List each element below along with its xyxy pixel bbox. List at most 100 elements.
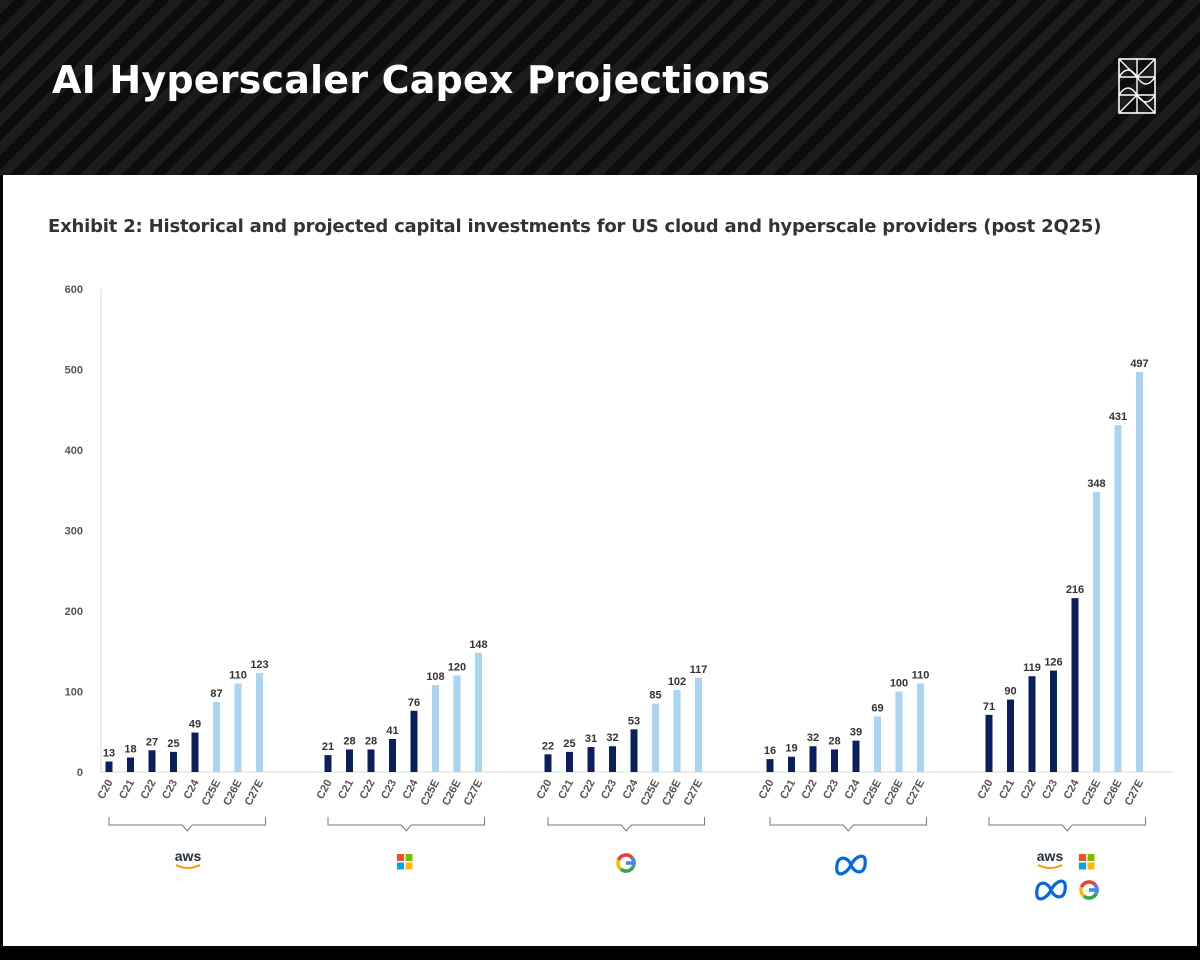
x-tick-label: C27E [904,778,928,808]
x-tick-label: C21 [117,778,137,801]
bar [1028,676,1036,772]
x-tick-label: C24 [182,777,202,801]
y-tick-label: 200 [65,606,83,618]
x-tick-label: C24 [401,777,421,801]
data-label: 71 [983,701,995,713]
x-tick-label: C26E [221,778,245,808]
x-tick-label: C25E [639,778,663,808]
data-label: 110 [912,669,930,681]
data-label: 32 [606,732,618,744]
exhibit-title: Exhibit 2: Historical and projected capi… [48,216,1102,237]
x-tick-label: C21 [556,778,576,801]
data-label: 31 [585,733,597,745]
x-tick-label: C24 [843,777,863,801]
data-label: 41 [386,725,398,737]
data-label: 25 [563,738,575,750]
x-tick-label: C23 [379,778,399,801]
google-logo-icon [616,859,623,871]
data-label: 19 [785,743,797,755]
data-label: 431 [1109,411,1127,423]
microsoft-logo-icon [1087,854,1095,861]
x-tick-label: C27E [682,778,706,808]
bar [652,703,659,772]
data-label: 90 [1004,686,1016,698]
bar [1007,699,1014,772]
data-label: 39 [850,727,862,739]
data-label: 13 [103,748,115,760]
aws-logo-icon: aws [1037,848,1064,864]
bar [985,714,993,772]
data-label: 87 [210,688,222,700]
page-title: AI Hyperscaler Capex Projections [52,58,771,102]
data-label: 25 [167,738,179,750]
aws-smile-icon [1037,864,1063,869]
microsoft-logo-icon [405,862,413,870]
data-label: 126 [1044,657,1062,669]
x-tick-label: C23 [599,778,619,801]
bar [831,749,838,772]
x-tick-label: C27E [462,778,486,808]
bar [1093,491,1100,772]
x-tick-label: C22 [800,778,820,801]
bar [127,757,134,772]
chart-panel: Exhibit 2: Historical and projected capi… [3,175,1197,946]
google-logo-icon [616,853,634,862]
x-tick-label: C22 [1019,778,1039,801]
data-label: 120 [448,661,466,673]
data-label: 102 [668,676,686,688]
bar-chart: 0 100 200 300 400 500 600 13 C20 18 C21 27 C22 25 C23 4… [65,284,1173,901]
x-tick-label: C21 [778,778,798,801]
x-tick-label: C24 [1062,777,1082,801]
y-tick-label: 300 [65,526,83,538]
x-tick-label: C21 [336,778,356,801]
google-logo-icon [619,864,636,873]
microsoft-logo-icon [405,854,413,861]
bar [410,710,418,772]
google-logo-icon [1079,886,1086,898]
y-tick-label: 100 [65,687,83,699]
bar [475,652,482,772]
bar [587,747,595,772]
x-tick-label: C25E [861,778,885,808]
data-label: 53 [628,715,640,727]
bar [105,761,113,772]
x-tick-label: C20 [96,778,116,801]
header-banner: AI Hyperscaler Capex Projections [0,0,1200,175]
bar [389,738,396,772]
data-label: 16 [764,745,776,757]
data-label: 22 [542,740,554,752]
x-tick-label: C20 [757,778,777,801]
bar [324,755,332,772]
group-bracket [547,817,705,832]
bar [170,751,177,772]
data-label: 21 [322,741,334,753]
x-tick-label: C25E [200,778,224,808]
x-tick-label: C22 [139,778,159,801]
x-tick-label: C21 [997,778,1017,801]
x-tick-label: C23 [821,778,841,801]
aws-logo-icon: aws [175,848,202,864]
bar [1071,598,1079,772]
data-label: 100 [890,678,908,690]
meta-logo-icon [835,854,867,876]
bar [917,683,924,772]
data-label: 32 [807,732,819,744]
microsoft-logo-icon [397,854,404,861]
bar [234,683,242,772]
data-label: 85 [649,690,661,702]
bar [630,729,638,772]
bar [213,701,220,772]
bar [432,685,439,772]
bar [148,750,156,772]
data-label: 49 [189,719,201,731]
group-bracket [988,817,1146,832]
x-tick-label: C20 [976,778,996,801]
bar [367,749,375,772]
x-tick-label: C23 [160,778,180,801]
data-label: 28 [343,735,355,747]
bar [1136,371,1143,772]
data-label: 69 [871,702,883,714]
group-bracket [108,817,266,832]
bar [673,689,681,772]
bar [809,746,817,772]
